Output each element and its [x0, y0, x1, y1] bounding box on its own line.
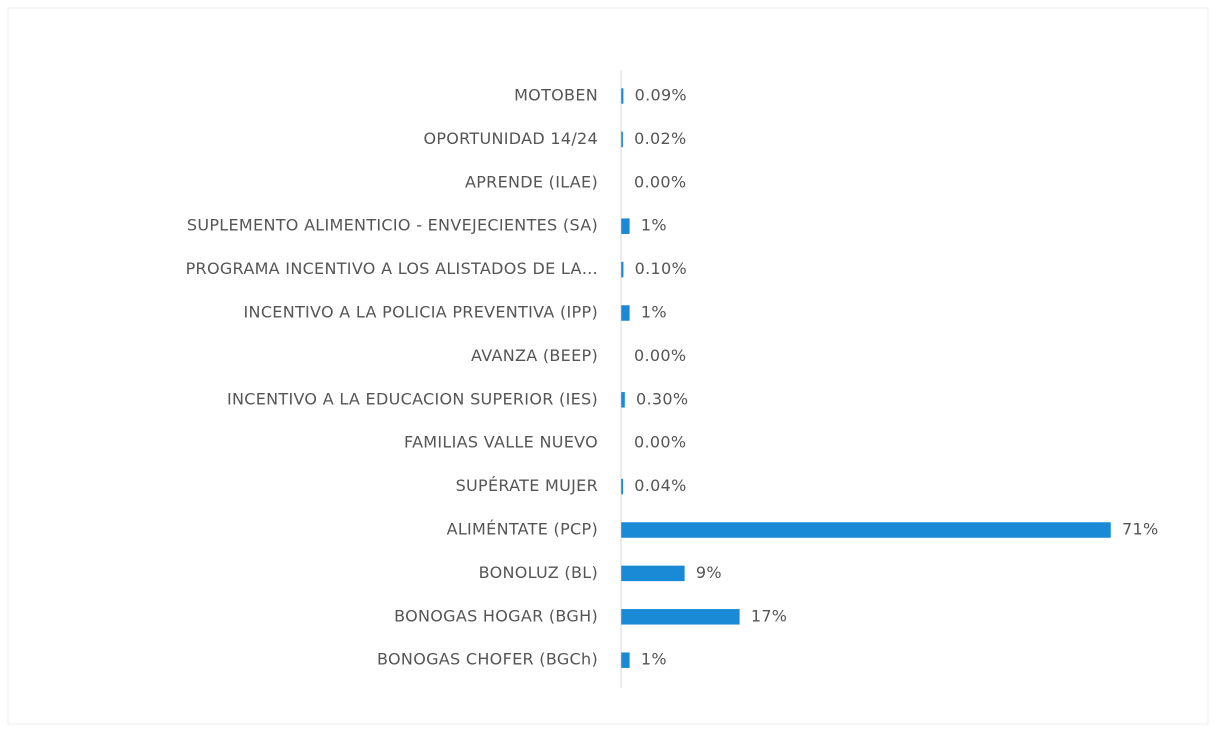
category-label: ALIMÉNTATE (PCP): [447, 520, 598, 539]
value-label: 0.00%: [634, 346, 686, 365]
bar: [621, 305, 630, 321]
bar: [621, 88, 624, 104]
chart-frame: [7, 7, 1209, 725]
category-label: INCENTIVO A LA POLICIA PREVENTIVA (IPP): [244, 303, 598, 322]
value-label: 1%: [641, 216, 667, 235]
value-label: 0.04%: [634, 476, 686, 495]
value-label: 0.10%: [635, 259, 687, 278]
bar: [621, 609, 740, 625]
bar: [621, 652, 630, 668]
category-label: OPORTUNIDAD 14/24: [423, 129, 598, 148]
value-label: 0.09%: [635, 86, 687, 105]
value-label: 0.02%: [634, 129, 686, 148]
category-label: INCENTIVO A LA EDUCACION SUPERIOR (IES): [227, 389, 598, 408]
value-label: 0.30%: [636, 389, 688, 408]
category-label: BONOLUZ (BL): [479, 563, 598, 582]
bar: [621, 392, 625, 408]
value-label: 1%: [641, 303, 667, 322]
value-label: 9%: [696, 563, 722, 582]
category-label: SUPÉRATE MUJER: [456, 476, 598, 495]
category-label: MOTOBEN: [514, 86, 598, 105]
value-label: 1%: [641, 650, 667, 669]
category-label: BONOGAS HOGAR (BGH): [394, 606, 598, 625]
category-label: PROGRAMA INCENTIVO A LOS ALISTADOS DE LA…: [186, 259, 598, 278]
value-label: 0.00%: [634, 433, 686, 452]
bar: [621, 522, 1111, 538]
category-label: FAMILIAS VALLE NUEVO: [404, 433, 598, 452]
value-label: 17%: [751, 606, 787, 625]
bar: [621, 261, 624, 278]
value-label: 0.00%: [634, 172, 686, 191]
value-label: 71%: [1122, 520, 1158, 539]
category-label: APRENDE (ILAE): [465, 172, 598, 191]
category-label: AVANZA (BEEP): [471, 346, 598, 365]
bar: [621, 218, 630, 234]
category-label: BONOGAS CHOFER (BGCh): [377, 650, 598, 669]
bar: [621, 565, 685, 582]
category-label: SUPLEMENTO ALIMENTICIO - ENVEJECIENTES (…: [187, 216, 598, 235]
